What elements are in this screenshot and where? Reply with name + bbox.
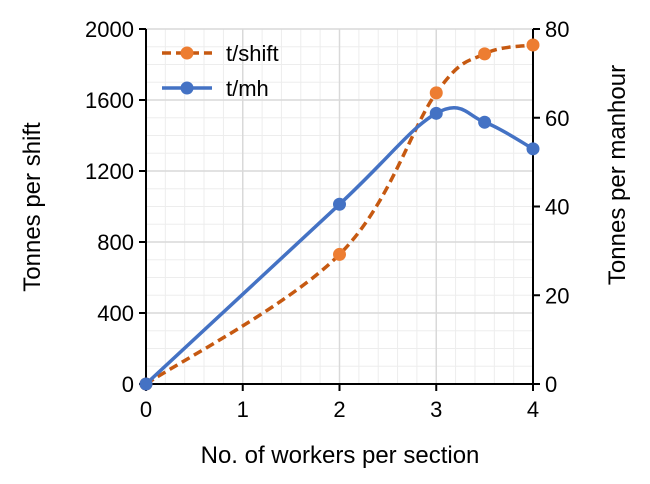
y-tick-label: 1200: [85, 159, 134, 184]
legend: t/shift t/mh: [162, 41, 279, 101]
x-tick-label: 0: [140, 397, 152, 422]
axes: [139, 28, 540, 391]
y2-axis-title: Tonnes per manhour: [604, 65, 631, 285]
y2-tick-label: 40: [545, 195, 569, 220]
x-tick-label: 1: [237, 397, 249, 422]
series-line-t-shift: [145, 43, 534, 386]
legend-tmh-label: t/mh: [226, 76, 269, 101]
legend-tmh-marker: [180, 81, 194, 95]
data-point-t-mh: [478, 115, 492, 129]
legend-tshift-marker: [180, 46, 194, 60]
y-tick-label: 400: [97, 301, 134, 326]
x-tick-label: 4: [527, 397, 539, 422]
x-tick-label: 2: [333, 397, 345, 422]
series-layer: [139, 38, 540, 391]
data-point-t-shift: [526, 38, 540, 52]
y2-tick-label: 20: [545, 283, 569, 308]
data-point-t-mh: [333, 197, 346, 211]
data-point-t-mh: [429, 106, 443, 120]
data-point-t-mh: [139, 377, 153, 391]
y2-tick-label: 60: [545, 106, 569, 131]
data-point-t-shift: [478, 47, 492, 61]
data-point-t-mh: [526, 142, 540, 156]
y2-tick-label: 80: [545, 17, 569, 42]
y2-tick-label: 0: [545, 372, 557, 397]
data-point-t-shift: [333, 247, 346, 261]
legend-tshift-label: t/shift: [226, 41, 279, 66]
data-point-t-shift: [429, 86, 443, 100]
y-tick-label: 0: [122, 372, 134, 397]
y-axis-title: Tonnes per shift: [19, 122, 46, 292]
y-tick-label: 1600: [85, 88, 134, 113]
x-tick-label: 3: [430, 397, 442, 422]
x-axis-title: No. of workers per section: [201, 442, 480, 469]
y-tick-label: 2000: [85, 17, 134, 42]
y-tick-label: 800: [97, 230, 134, 255]
